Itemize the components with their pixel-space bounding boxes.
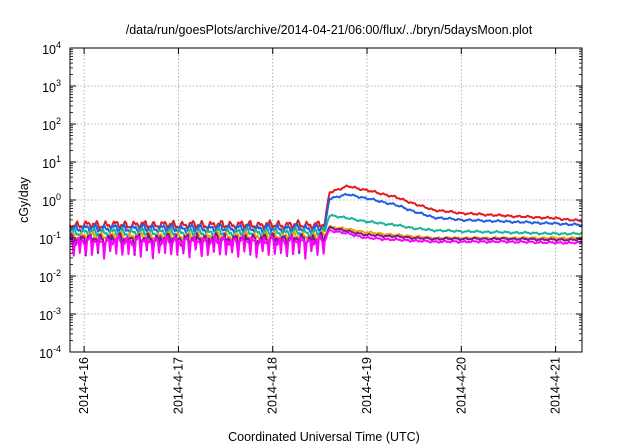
ticks (70, 47, 582, 353)
y-tick-labels: 10-4 10-3 10-2 10-1 100 101 102 103 104 (39, 40, 61, 361)
series-line (69, 213, 583, 239)
chart-title: /data/run/goesPlots/archive/2014-04-21/0… (126, 23, 533, 37)
y-tick-label: 10-1 (39, 230, 61, 247)
x-tick-label: 2014-4-18 (266, 357, 280, 414)
y-tick-label: 102 (42, 116, 61, 133)
y-tick-label: 10-4 (39, 344, 61, 361)
y-tick-label: 104 (42, 40, 61, 57)
y-tick-label: 10-3 (39, 306, 61, 323)
y-tick-label: 10-2 (39, 268, 61, 285)
series-line (69, 229, 583, 260)
x-tick-labels: 2014-4-16 2014-4-17 2014-4-18 2014-4-19 2014… (77, 357, 562, 414)
x-tick-label: 2014-4-17 (171, 357, 185, 414)
x-tick-label: 2014-4-21 (549, 357, 563, 414)
y-tick-label: 103 (42, 78, 61, 95)
x-tick-label: 2014-4-20 (454, 357, 468, 414)
grid (70, 48, 582, 352)
x-tick-label: 2014-4-16 (77, 357, 91, 414)
y-tick-label: 101 (42, 154, 61, 171)
y-tick-label: 100 (42, 192, 61, 209)
series-layer (69, 184, 583, 260)
x-axis-label: Coordinated Universal Time (UTC) (228, 430, 420, 444)
y-axis-label: cGy/day (17, 176, 31, 223)
series-line (69, 192, 583, 235)
x-tick-label: 2014-4-19 (360, 357, 374, 414)
